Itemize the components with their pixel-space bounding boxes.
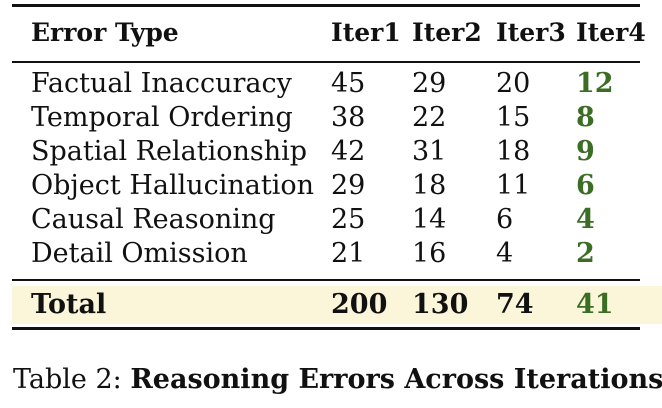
- row-iter1: 25: [331, 204, 366, 235]
- row-iter3: 18: [496, 136, 531, 167]
- row-iter4: 8: [576, 102, 595, 133]
- row-iter4: 4: [576, 204, 595, 235]
- table-row: Detail Omission 21 16 4 2: [0, 237, 662, 271]
- row-iter4: 2: [576, 238, 595, 269]
- table-row: Spatial Relationship 42 31 18 9: [0, 135, 662, 169]
- table-total-rule: [12, 279, 640, 281]
- row-label: Temporal Ordering: [31, 102, 293, 133]
- table-top-rule: [12, 4, 640, 7]
- total-label: Total: [31, 289, 107, 320]
- row-label: Object Hallucination: [31, 170, 314, 201]
- row-iter4: 9: [576, 136, 595, 167]
- header-iter1: Iter1: [331, 18, 401, 47]
- total-iter1: 200: [331, 289, 388, 320]
- header-error-type: Error Type: [31, 18, 179, 47]
- total-iter3: 74: [496, 289, 534, 320]
- table-total-row: Total 200 130 74 41: [0, 286, 662, 324]
- header-iter3: Iter3: [496, 18, 566, 47]
- table-bottom-rule: [12, 327, 640, 330]
- row-iter2: 16: [412, 238, 447, 269]
- row-iter2: 31: [412, 136, 447, 167]
- row-iter3: 11: [496, 170, 531, 201]
- row-label: Factual Inaccuracy: [31, 68, 292, 99]
- row-iter3: 4: [496, 238, 514, 269]
- caption-label: Table 2:: [13, 364, 122, 395]
- row-iter2: 29: [412, 68, 447, 99]
- row-label: Causal Reasoning: [31, 204, 276, 235]
- total-row-highlight: [12, 286, 662, 324]
- row-iter2: 14: [412, 204, 447, 235]
- table-row: Factual Inaccuracy 45 29 20 12: [0, 67, 662, 101]
- table-row: Object Hallucination 29 18 11 6: [0, 169, 662, 203]
- total-iter2: 130: [412, 289, 469, 320]
- row-iter1: 45: [331, 68, 366, 99]
- row-iter1: 29: [331, 170, 366, 201]
- row-iter1: 21: [331, 238, 366, 269]
- row-label: Spatial Relationship: [31, 136, 308, 167]
- caption-title: Reasoning Errors Across Iterations: [130, 364, 662, 395]
- table-header-rule: [12, 61, 640, 63]
- table-caption: Table 2: Reasoning Errors Across Iterati…: [13, 360, 662, 400]
- header-iter4: Iter4: [576, 18, 646, 47]
- row-iter3: 20: [496, 68, 531, 99]
- row-iter2: 18: [412, 170, 447, 201]
- row-label: Detail Omission: [31, 238, 248, 269]
- total-iter4: 41: [576, 289, 614, 320]
- row-iter2: 22: [412, 102, 447, 133]
- table-row: Temporal Ordering 38 22 15 8: [0, 101, 662, 135]
- row-iter1: 42: [331, 136, 366, 167]
- table-row: Causal Reasoning 25 14 6 4: [0, 203, 662, 237]
- header-iter2: Iter2: [412, 18, 482, 47]
- row-iter3: 15: [496, 102, 531, 133]
- table-header-row: Error Type Iter1 Iter2 Iter3 Iter4: [0, 16, 662, 50]
- row-iter3: 6: [496, 204, 514, 235]
- row-iter4: 6: [576, 170, 595, 201]
- row-iter4: 12: [576, 68, 614, 99]
- row-iter1: 38: [331, 102, 366, 133]
